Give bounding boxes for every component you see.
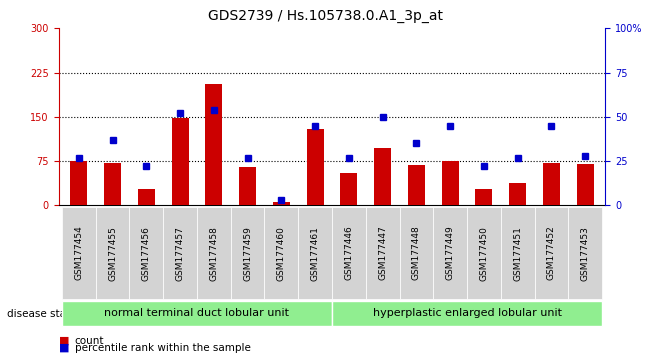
Bar	[374, 148, 391, 205]
Text: ■: ■	[59, 336, 69, 346]
Text: GSM177446: GSM177446	[344, 226, 353, 280]
Text: normal terminal duct lobular unit: normal terminal duct lobular unit	[105, 308, 290, 318]
Text: hyperplastic enlarged lobular unit: hyperplastic enlarged lobular unit	[372, 308, 562, 318]
Text: disease state ▶: disease state ▶	[7, 308, 87, 318]
Text: GSM177459: GSM177459	[243, 225, 252, 281]
Text: GSM177451: GSM177451	[513, 225, 522, 281]
Bar	[408, 165, 425, 205]
Bar	[509, 183, 526, 205]
Text: GSM177458: GSM177458	[210, 225, 218, 281]
Bar	[206, 84, 222, 205]
Bar	[340, 173, 357, 205]
Text: GSM177449: GSM177449	[446, 226, 454, 280]
Text: GSM177454: GSM177454	[74, 226, 83, 280]
Bar	[104, 163, 121, 205]
Bar	[543, 163, 560, 205]
Bar	[138, 189, 155, 205]
Text: count: count	[75, 336, 104, 346]
Bar	[172, 118, 189, 205]
Text: percentile rank within the sample: percentile rank within the sample	[75, 343, 251, 353]
Text: GSM177460: GSM177460	[277, 225, 286, 281]
Bar	[273, 202, 290, 205]
Text: GSM177461: GSM177461	[311, 225, 320, 281]
Text: ■: ■	[59, 343, 69, 353]
Text: GSM177453: GSM177453	[581, 225, 590, 281]
Text: GSM177447: GSM177447	[378, 226, 387, 280]
Text: GSM177450: GSM177450	[479, 225, 488, 281]
Bar	[577, 164, 594, 205]
Text: GSM177456: GSM177456	[142, 225, 151, 281]
Bar	[239, 167, 256, 205]
Text: GSM177455: GSM177455	[108, 225, 117, 281]
Bar	[307, 129, 324, 205]
Text: GSM177452: GSM177452	[547, 226, 556, 280]
Bar	[70, 161, 87, 205]
Text: GSM177448: GSM177448	[412, 226, 421, 280]
Bar	[442, 161, 458, 205]
Text: GSM177457: GSM177457	[176, 225, 185, 281]
Text: GDS2739 / Hs.105738.0.A1_3p_at: GDS2739 / Hs.105738.0.A1_3p_at	[208, 9, 443, 23]
Bar	[475, 189, 492, 205]
